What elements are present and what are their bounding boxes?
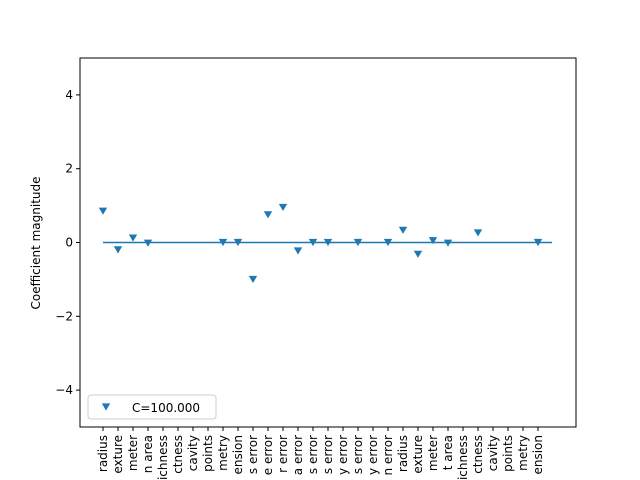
x-tick-label: radius [396,435,410,472]
x-tick-label: a error [291,435,305,475]
x-tick-label: ichness [156,435,170,480]
x-tick-label: s error [351,435,365,474]
data-point [293,247,303,255]
x-tick-label: exture [111,435,125,474]
x-tick-label: r error [276,435,290,473]
x-tick-label: points [201,435,215,472]
x-tick-label: metry [516,435,530,471]
data-point [233,238,243,247]
data-point [353,238,363,247]
legend-box [87,394,217,420]
x-tick-label: n area [141,435,155,473]
x-tick-label: metry [216,435,230,471]
x-tick-label: ctness [471,435,485,474]
legend-label: C=100.000 [132,401,200,415]
x-tick-label: exture [411,435,425,474]
x-tick-label: s error [321,435,335,474]
data-point [128,234,138,242]
x-tick-label: cavity [186,435,200,471]
data-point [398,226,408,234]
x-tick-label: ichness [456,435,470,480]
legend: C=100.000 [87,394,217,420]
x-tick-label: meter [126,435,140,471]
x-tick-label: ension [531,435,545,475]
x-tick-label: s error [306,435,320,474]
y-tick-label: −2 [55,309,73,323]
x-tick-label: meter [426,435,440,471]
data-point [263,211,273,219]
y-tick-label: 0 [65,236,73,250]
data-point [98,207,108,215]
data-point [473,229,483,237]
data-point [533,238,543,247]
x-tick-label: points [501,435,515,472]
x-tick-label: y error [366,435,380,475]
x-tick-label: y error [336,435,350,475]
y-tick-label: 2 [65,162,73,176]
data-point [248,275,258,283]
data-point [428,237,438,245]
y-tick-label: −4 [55,383,73,397]
data-point [308,238,318,247]
y-tick-label: 4 [65,88,73,102]
data-point [413,250,423,258]
x-tick-label: cavity [486,435,500,471]
y-axis-label: Coefficient magnitude [29,176,43,309]
data-point [323,238,333,247]
data-point [113,246,123,254]
x-tick-label: e error [261,435,275,475]
x-tick-label: s error [246,435,260,474]
x-tick-label: n error [381,435,395,476]
x-tick-label: ctness [171,435,185,474]
x-tick-label: t area [441,435,455,470]
data-point [443,239,453,247]
data-point [278,203,288,212]
data-point [143,239,153,247]
data-point [218,238,228,247]
x-tick-label: radius [96,435,110,472]
x-tick-label: ension [231,435,245,475]
data-point [383,238,393,247]
legend-marker [101,403,111,411]
